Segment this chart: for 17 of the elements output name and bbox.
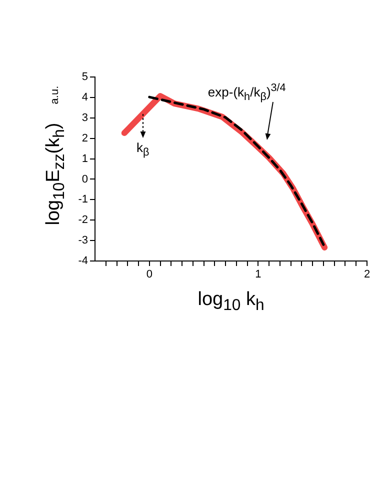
y-tick-label: 4 [82,91,88,104]
y-tick-label: -3 [78,234,88,247]
y-tick-label: 5 [82,71,88,84]
annotation: exp-(k$_{h}$/k$_{β}$)$^{3/4}$ [206,82,287,104]
x-tick-label: 0 [146,268,152,281]
annotation: k$_{β}$ [136,140,150,159]
y-tick-label: 2 [82,132,88,144]
y-tick-label: 1 [82,152,88,165]
x-tick-label: 2 [364,268,370,281]
y-tick-label: 0 [82,173,88,186]
x-tick-label: 1 [255,268,262,281]
x-axis-title: log$_{10}$ k$_{h}$ [196,289,266,315]
y-tick-label: -1 [78,194,88,206]
y-tick-label: -2 [78,214,88,226]
y-tick-label: 3 [82,112,88,124]
text: a.u. [49,84,62,106]
y-tick-label: -4 [78,255,88,268]
